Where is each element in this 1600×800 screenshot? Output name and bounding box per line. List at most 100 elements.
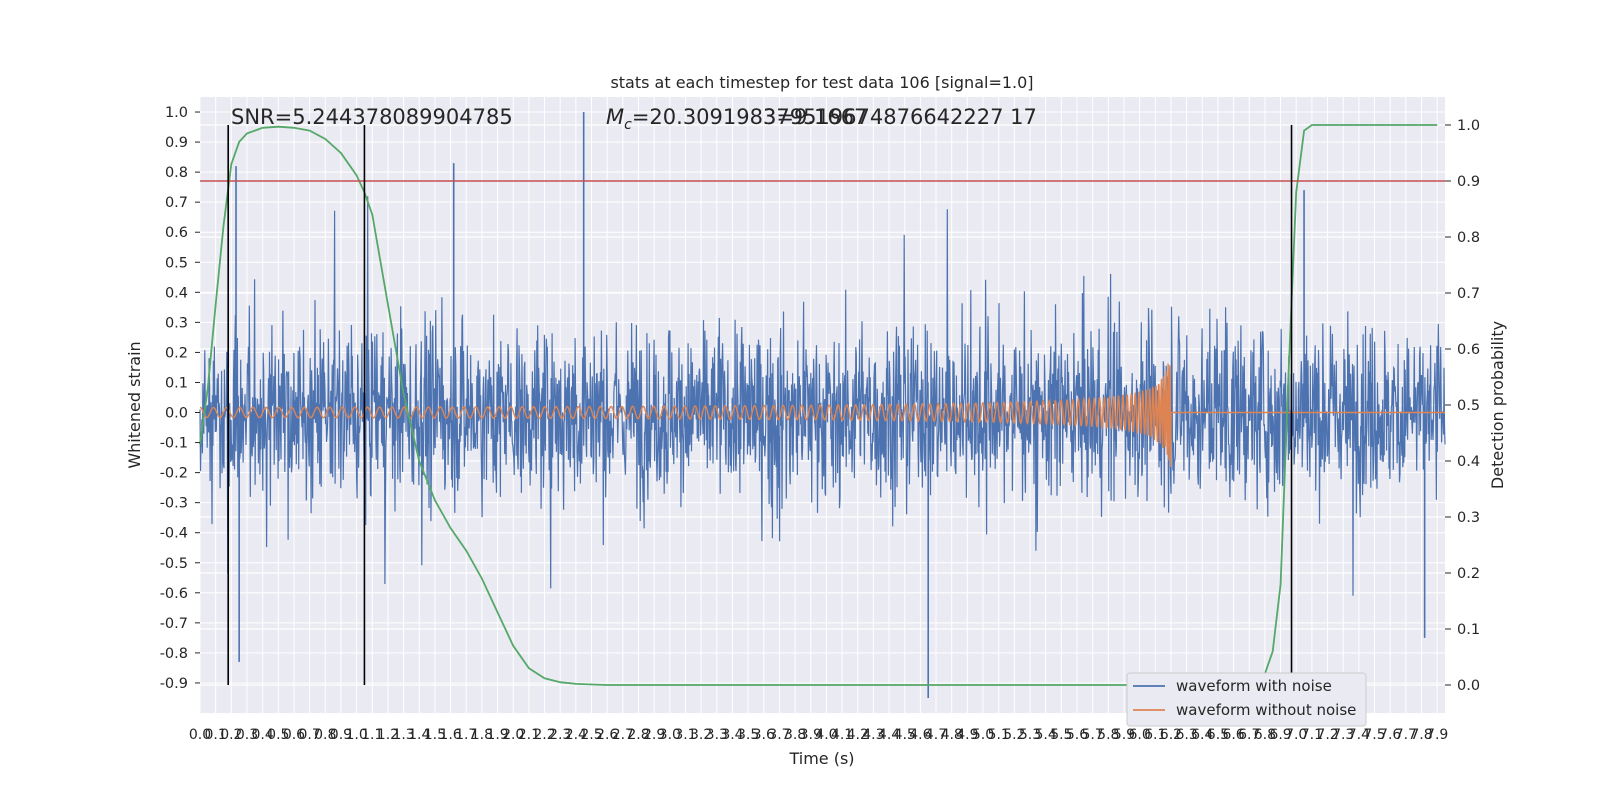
x-tick-label: 0.3 xyxy=(236,727,258,743)
x-tick-label: 2.3 xyxy=(549,727,571,743)
x-tick-label: 4.3 xyxy=(862,727,884,743)
x-tick-label: 3.7 xyxy=(768,727,790,743)
x-tick-label: 5.0 xyxy=(972,727,994,743)
x-tick-label: 7.6 xyxy=(1379,727,1401,743)
y-tick-label: 0.9 xyxy=(165,135,188,151)
chart-title: stats at each timestep for test data 106… xyxy=(610,73,1033,92)
y-tick-label-right: 0.7 xyxy=(1457,286,1480,302)
x-tick-label: 5.7 xyxy=(1082,727,1104,743)
x-tick-label: 2.6 xyxy=(596,727,618,743)
y-tick-label: -0.9 xyxy=(160,676,188,692)
x-tick-label: 6.6 xyxy=(1222,727,1244,743)
x-tick-label: 1.8 xyxy=(471,727,493,743)
x-tick-label: 3.0 xyxy=(659,727,681,743)
y-tick-label-right: 0.6 xyxy=(1457,342,1480,358)
y-tick-label: -0.8 xyxy=(160,646,188,662)
x-tick-label: 6.2 xyxy=(1160,727,1182,743)
x-tick-label: 3.4 xyxy=(721,727,743,743)
y-tick-label-right: 0.8 xyxy=(1457,230,1480,246)
x-tick-label: 2.4 xyxy=(565,727,587,743)
x-tick-label: 5.5 xyxy=(1050,727,1072,743)
x-tick-label: 0.5 xyxy=(267,727,289,743)
y-tick-label: -0.5 xyxy=(160,556,188,572)
y-tick-label: 0.3 xyxy=(165,315,188,331)
y-tick-label-right: 0.1 xyxy=(1457,622,1480,638)
x-tick-label: 5.2 xyxy=(1003,727,1025,743)
x-tick-label: 6.7 xyxy=(1238,727,1260,743)
x-tick-label: 0.6 xyxy=(283,727,305,743)
x-tick-label: 0.2 xyxy=(220,727,242,743)
x-tick-label: 6.4 xyxy=(1191,727,1213,743)
x-tick-label: 2.7 xyxy=(612,727,634,743)
y-tick-label: 0.0 xyxy=(165,406,188,422)
x-tick-label: 3.9 xyxy=(800,727,822,743)
x-tick-label: 7.3 xyxy=(1332,727,1354,743)
detection-probability-line xyxy=(199,124,1438,686)
x-tick-label: 7.5 xyxy=(1363,727,1385,743)
x-tick-label: 0.1 xyxy=(205,727,227,743)
mc-overlap-annotation: 3=9.1667 xyxy=(763,105,867,129)
x-tick-label: 1.9 xyxy=(486,727,508,743)
legend-label-noise: waveform with noise xyxy=(1176,677,1332,695)
mc-subscript: c xyxy=(624,117,632,133)
x-tick-label: 4.0 xyxy=(815,727,837,743)
x-tick-label: 5.1 xyxy=(988,727,1010,743)
x-tick-label: 7.1 xyxy=(1301,727,1323,743)
x-tick-label: 4.6 xyxy=(909,727,931,743)
x-tick-label: 0.8 xyxy=(314,727,336,743)
x-axis-label: Time (s) xyxy=(788,749,854,768)
noise-series xyxy=(199,112,1446,698)
prob-series xyxy=(199,124,1438,686)
y-tick-label: 0.2 xyxy=(165,345,188,361)
x-tick-label: 2.5 xyxy=(580,727,602,743)
y-tick-label: -0.3 xyxy=(160,496,188,512)
overlays xyxy=(200,125,1445,685)
x-tick-label: 1.3 xyxy=(392,727,414,743)
legend-label-clean: waveform without noise xyxy=(1176,701,1356,719)
x-tick-label: 7.7 xyxy=(1395,727,1417,743)
x-tick-label: 5.3 xyxy=(1019,727,1041,743)
y-tick-label: -0.7 xyxy=(160,616,188,632)
legend-box xyxy=(1126,672,1367,727)
x-tick-label: 0.0 xyxy=(189,727,211,743)
x-tick-label: 5.9 xyxy=(1113,727,1135,743)
x-tick-label: 3.6 xyxy=(753,727,775,743)
y-axis-label-right: Detection probability xyxy=(1488,321,1507,489)
x-tick-label: 6.9 xyxy=(1269,727,1291,743)
y-axis-label: Whitened strain xyxy=(125,341,144,468)
x-tick-label: 2.8 xyxy=(627,727,649,743)
x-tick-label: 7.4 xyxy=(1348,727,1370,743)
x-tick-label: 3.2 xyxy=(690,727,712,743)
y-tick-label-right: 0.3 xyxy=(1457,510,1480,526)
x-tick-label: 6.1 xyxy=(1144,727,1166,743)
x-tick-label: 2.1 xyxy=(518,727,540,743)
x-tick-label: 1.0 xyxy=(345,727,367,743)
x-tick-label: 1.4 xyxy=(408,727,430,743)
x-tick-label: 4.4 xyxy=(878,727,900,743)
y-tick-label: -0.6 xyxy=(160,586,188,602)
y-tick-label: -0.2 xyxy=(160,466,188,482)
y-tick-label-right: 0.0 xyxy=(1457,678,1480,694)
x-tick-label: 0.9 xyxy=(330,727,352,743)
y-ticks-right: 1.0 0.9 0.8 0.7 0.6 0.5 0.4 0.3 0.2 0.1 0.0 xyxy=(1445,118,1480,694)
x-tick-label: 5.6 xyxy=(1066,727,1088,743)
x-tick-label: 4.9 xyxy=(956,727,978,743)
x-tick-label: 1.1 xyxy=(361,727,383,743)
x-tick-label: 1.7 xyxy=(455,727,477,743)
y-tick-label-right: 0.5 xyxy=(1457,398,1480,414)
x-tick-label: 0.7 xyxy=(298,727,320,743)
x-tick-label: 4.1 xyxy=(831,727,853,743)
mc-value: =20.309198379519674876642227 17 xyxy=(632,105,1037,129)
x-tick-label: 4.8 xyxy=(941,727,963,743)
x-tick-label: 3.3 xyxy=(706,727,728,743)
x-tick-label: 3.1 xyxy=(674,727,696,743)
x-tick-label: 6.3 xyxy=(1175,727,1197,743)
x-tick-label: 1.6 xyxy=(439,727,461,743)
y-tick-label: 0.4 xyxy=(165,285,188,301)
x-tick-label: 4.2 xyxy=(847,727,869,743)
y-tick-label: 0.7 xyxy=(165,195,188,211)
x-tick-label: 2.0 xyxy=(502,727,524,743)
x-tick-label: 3.5 xyxy=(737,727,759,743)
